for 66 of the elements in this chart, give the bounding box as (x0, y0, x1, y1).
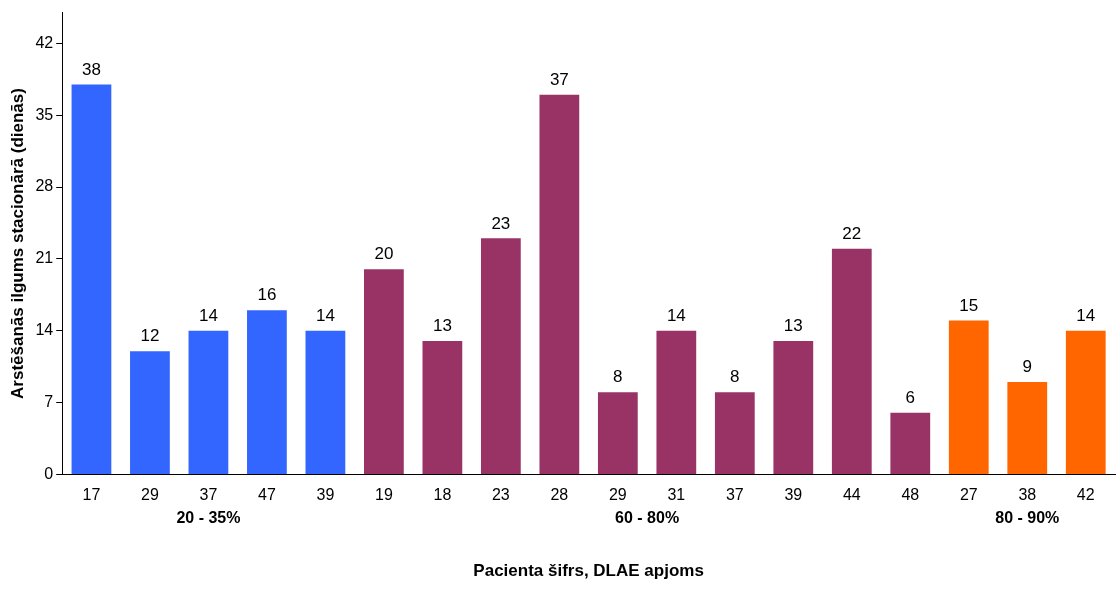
bar (247, 310, 287, 474)
x-tick-label: 42 (1076, 486, 1095, 504)
data-label: 14 (315, 305, 335, 325)
data-label: 38 (81, 59, 101, 79)
bar (480, 238, 521, 474)
bar (539, 94, 580, 474)
x-tick-label: 44 (842, 486, 861, 504)
bar (597, 392, 638, 474)
x-tick-label: 37 (725, 486, 744, 504)
data-label: 14 (666, 305, 686, 325)
x-tick-label: 17 (82, 486, 101, 504)
x-tick-label: 39 (316, 486, 335, 504)
data-label: 20 (374, 244, 394, 264)
y-tick-label: 21 (35, 249, 54, 267)
y-tick-label: 7 (44, 392, 54, 410)
text: 60 - 80% (615, 508, 680, 526)
text: 80 - 90% (995, 508, 1060, 526)
bar (130, 351, 170, 474)
y-axis-title: Arstēšanās ilgums stacionārā (dienās) (7, 88, 27, 399)
x-tick-label: 27 (959, 486, 978, 504)
bar (71, 84, 112, 474)
data-label: 13 (432, 316, 452, 336)
y-tick-label: 28 (35, 177, 54, 195)
bar (948, 320, 989, 474)
data-label: 15 (959, 295, 979, 315)
x-tick-label: 39 (784, 486, 803, 504)
x-tick-label: 31 (667, 486, 686, 504)
data-label: 8 (730, 367, 740, 387)
x-tick-label: 29 (608, 486, 627, 504)
data-label: 37 (549, 69, 569, 89)
bar (422, 340, 463, 474)
data-label: 14 (198, 305, 218, 325)
data-label: 13 (783, 316, 803, 336)
y-tick-label: 0 (44, 464, 54, 482)
x-tick-label: 23 (491, 486, 510, 504)
bar (656, 330, 697, 474)
data-label: 16 (257, 285, 277, 305)
bar (831, 248, 872, 474)
bar (305, 330, 346, 474)
bar (1065, 330, 1106, 474)
y-tick-label: 14 (35, 321, 54, 339)
x-tick-label: 19 (374, 486, 393, 504)
x-tick-label: 48 (901, 486, 920, 504)
y-tick-label: 42 (35, 33, 54, 51)
x-tick-label: 47 (258, 486, 276, 504)
x-tick-label: 28 (550, 486, 569, 504)
text: 20 - 35% (176, 508, 241, 526)
x-axis-title: Pacienta šifrs, DLAE apjoms (473, 561, 704, 581)
bar (188, 330, 229, 474)
data-label: 14 (1076, 305, 1096, 325)
y-tick-label: 35 (35, 105, 54, 123)
data-label: 23 (491, 213, 511, 233)
bar (890, 412, 931, 474)
bar (773, 340, 814, 474)
bar (714, 392, 755, 474)
data-label: 8 (613, 367, 623, 387)
x-tick-label: 29 (141, 486, 159, 504)
data-label: 12 (140, 326, 160, 346)
bar (364, 269, 404, 474)
x-tick-label: 18 (433, 486, 452, 504)
data-label: 6 (905, 388, 916, 408)
data-label: 22 (842, 223, 862, 243)
x-tick-label: 38 (1018, 486, 1037, 504)
data-label: 9 (1022, 357, 1032, 377)
x-tick-label: 37 (199, 486, 218, 504)
bar (1007, 382, 1048, 474)
